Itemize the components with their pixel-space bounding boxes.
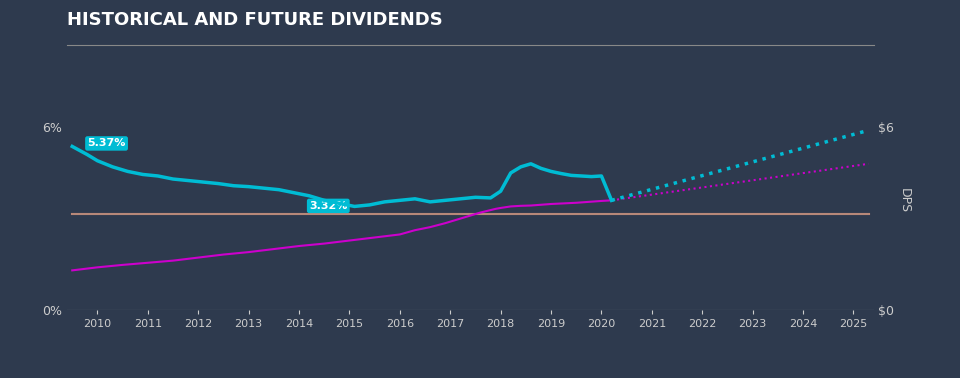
Y-axis label: DPS: DPS bbox=[899, 188, 911, 213]
Text: 5.37%: 5.37% bbox=[87, 138, 126, 149]
Text: 3.15%: 3.15% bbox=[0, 377, 1, 378]
Text: 3.32%: 3.32% bbox=[309, 201, 348, 211]
Text: HISTORICAL AND FUTURE DIVIDENDS: HISTORICAL AND FUTURE DIVIDENDS bbox=[67, 11, 443, 29]
